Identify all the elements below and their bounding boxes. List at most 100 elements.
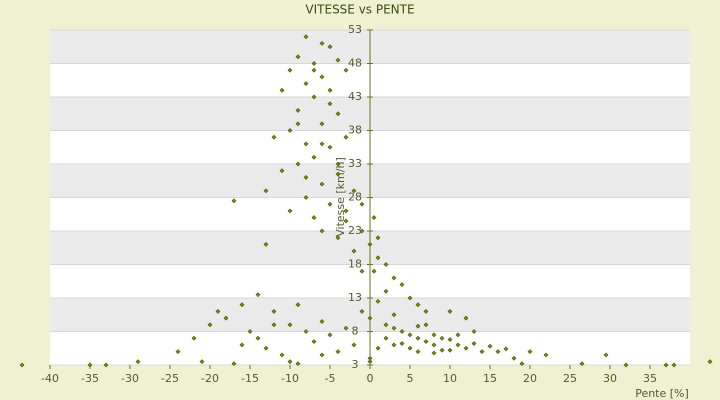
point bbox=[295, 161, 301, 167]
point bbox=[239, 302, 245, 308]
point bbox=[231, 361, 237, 367]
point bbox=[707, 359, 713, 365]
point bbox=[359, 268, 365, 274]
point bbox=[343, 208, 349, 214]
point bbox=[175, 349, 181, 355]
point bbox=[399, 329, 405, 334]
point bbox=[471, 341, 477, 346]
point bbox=[311, 215, 317, 221]
point bbox=[415, 323, 421, 329]
x-tick-label: 10 bbox=[443, 372, 457, 385]
point bbox=[375, 298, 381, 304]
point bbox=[455, 342, 461, 348]
point bbox=[311, 94, 317, 100]
point bbox=[319, 141, 325, 147]
point bbox=[391, 275, 397, 281]
x-tick-label: -15 bbox=[241, 372, 259, 385]
point bbox=[319, 352, 325, 358]
point bbox=[519, 361, 525, 367]
point bbox=[279, 87, 285, 93]
point bbox=[351, 342, 357, 348]
x-tick-label: 30 bbox=[603, 372, 617, 385]
point bbox=[247, 329, 253, 334]
point bbox=[303, 141, 309, 147]
x-tick-label: 25 bbox=[563, 372, 577, 385]
point bbox=[319, 74, 325, 80]
y-tick-label: 43 bbox=[348, 90, 362, 103]
point bbox=[103, 362, 109, 368]
point bbox=[423, 322, 429, 328]
point bbox=[439, 335, 445, 341]
point bbox=[239, 342, 245, 348]
point bbox=[319, 319, 325, 324]
point bbox=[287, 322, 293, 328]
point bbox=[503, 346, 509, 352]
point bbox=[287, 128, 293, 133]
x-tick-label: -10 bbox=[281, 372, 299, 385]
y-tick-label: 38 bbox=[348, 124, 362, 137]
point bbox=[407, 345, 413, 351]
point bbox=[303, 34, 309, 40]
point bbox=[579, 361, 585, 367]
point bbox=[343, 134, 349, 140]
point bbox=[383, 262, 389, 267]
point bbox=[359, 201, 365, 207]
point bbox=[471, 329, 477, 334]
x-tick-label: 0 bbox=[367, 372, 374, 385]
y-tick-label: 13 bbox=[348, 291, 362, 304]
point bbox=[623, 362, 629, 368]
point bbox=[447, 308, 453, 314]
point bbox=[335, 171, 341, 177]
point bbox=[335, 235, 341, 241]
point bbox=[327, 201, 333, 207]
point bbox=[603, 352, 609, 358]
point bbox=[351, 248, 357, 254]
point bbox=[399, 282, 405, 288]
point bbox=[327, 44, 333, 50]
point bbox=[439, 347, 445, 353]
point bbox=[303, 195, 309, 200]
point bbox=[455, 332, 461, 338]
point bbox=[407, 295, 413, 301]
point bbox=[383, 288, 389, 294]
x-axis-label: Pente [%] bbox=[635, 387, 689, 400]
point bbox=[375, 235, 381, 241]
point bbox=[271, 322, 277, 328]
point bbox=[487, 343, 493, 349]
y-tick-label: 33 bbox=[348, 157, 362, 170]
point bbox=[199, 359, 205, 365]
point bbox=[399, 341, 405, 346]
x-tick-label: 35 bbox=[643, 372, 657, 385]
point bbox=[311, 67, 317, 73]
point bbox=[279, 168, 285, 174]
y-tick-label: 48 bbox=[348, 57, 362, 70]
point bbox=[543, 352, 549, 358]
point bbox=[447, 347, 453, 353]
point bbox=[319, 121, 325, 127]
point bbox=[215, 308, 221, 314]
y-tick-label: 28 bbox=[348, 191, 362, 204]
point bbox=[263, 241, 269, 247]
point bbox=[335, 57, 341, 63]
point bbox=[351, 188, 357, 194]
point bbox=[511, 355, 517, 361]
point bbox=[287, 67, 293, 73]
point bbox=[383, 322, 389, 328]
point bbox=[311, 339, 317, 344]
point bbox=[415, 349, 421, 355]
point bbox=[19, 362, 25, 368]
point bbox=[319, 40, 325, 46]
point bbox=[343, 218, 349, 224]
point bbox=[423, 339, 429, 344]
point bbox=[191, 335, 197, 341]
point bbox=[327, 101, 333, 107]
point bbox=[527, 349, 533, 355]
point bbox=[311, 154, 317, 160]
point bbox=[255, 292, 261, 298]
y-tick-label: 53 bbox=[348, 23, 362, 36]
point bbox=[391, 325, 397, 331]
y-axis-label: Vitesse [km/h] bbox=[334, 157, 347, 237]
point bbox=[663, 362, 669, 368]
chart-title: VITESSE vs PENTE bbox=[305, 3, 414, 17]
